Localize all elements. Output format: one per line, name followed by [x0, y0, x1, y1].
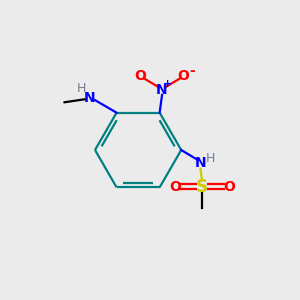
Text: +: +: [164, 79, 172, 89]
Text: O: O: [135, 68, 147, 83]
Text: N: N: [84, 91, 96, 105]
Text: O: O: [223, 180, 235, 194]
Text: -: -: [189, 64, 195, 78]
Text: S: S: [196, 178, 208, 196]
Text: N: N: [156, 83, 168, 98]
Text: N: N: [195, 156, 206, 170]
Text: H: H: [77, 82, 86, 95]
Text: O: O: [169, 180, 181, 194]
Text: O: O: [178, 68, 189, 83]
Text: H: H: [206, 152, 215, 165]
